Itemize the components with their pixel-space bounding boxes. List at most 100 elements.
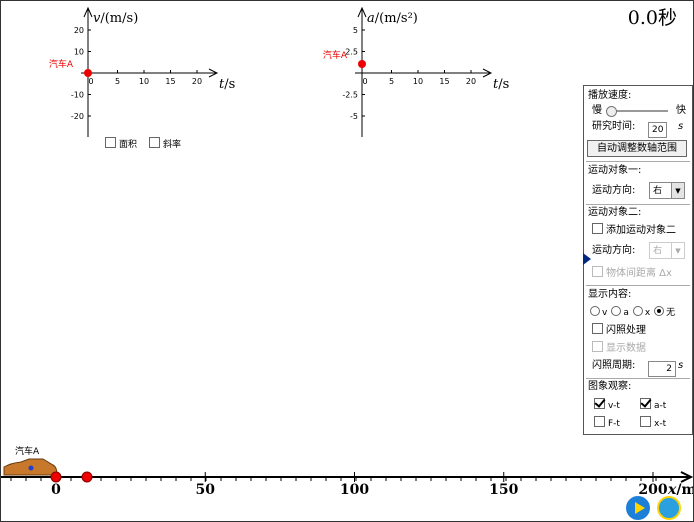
add-object2[interactable]: 添加运动对象二 xyxy=(592,223,676,238)
car-marker xyxy=(28,465,34,471)
direction1-select[interactable]: 右 ▼ xyxy=(649,182,685,199)
period-label: 闪照周期: xyxy=(592,360,636,371)
time-unit: s xyxy=(678,121,684,132)
y-unit: /(m/s²) xyxy=(375,11,418,26)
x-tick-label: 5 xyxy=(389,77,394,86)
y-tick-label: -10 xyxy=(71,91,84,100)
speed-label: 播放速度: xyxy=(588,90,632,101)
y-tick-label: 2.5 xyxy=(345,48,358,57)
display-option-label: v xyxy=(602,308,608,318)
track-tick-label: 50 xyxy=(196,482,216,498)
display-option-label: 无 xyxy=(666,308,676,318)
track-tick-label: 100 xyxy=(340,482,369,498)
add-object2-label: 添加运动对象二 xyxy=(606,225,676,236)
x-arrow xyxy=(482,68,493,78)
radio xyxy=(632,306,643,316)
x-arrow xyxy=(208,68,219,78)
slope-label: 斜率 xyxy=(163,140,182,150)
x-tick-label: 15 xyxy=(165,77,175,86)
y-tick-label: -2.5 xyxy=(342,91,358,100)
x-tick-label: 20 xyxy=(192,77,202,86)
y-tick-label: -5 xyxy=(350,112,358,121)
flash-label: 闪照处理 xyxy=(606,325,646,336)
checkbox xyxy=(640,398,651,409)
x-tick-label: 15 xyxy=(439,77,449,86)
y-tick-label: 5 xyxy=(353,26,358,35)
slope-option[interactable]: 斜率 xyxy=(149,137,181,150)
track-arrow xyxy=(680,471,693,483)
observe-label: 图象观察: xyxy=(588,381,632,392)
y-tick-label: 10 xyxy=(74,48,84,57)
x-unit: /m xyxy=(676,482,693,498)
period-input[interactable]: 2 xyxy=(648,361,676,377)
x-tick-label: 0 xyxy=(362,77,367,86)
direction2-label: 运动方向: xyxy=(592,245,636,256)
x-tick-label: 5 xyxy=(115,77,120,86)
object-point xyxy=(84,69,92,77)
radio xyxy=(590,306,600,316)
y-tick-label: -20 xyxy=(71,112,84,121)
radio xyxy=(611,306,622,316)
x-unit: /s xyxy=(224,77,235,92)
y-axis-label: v/(m/s) xyxy=(93,11,138,26)
display-option[interactable]: v xyxy=(590,306,608,318)
object-label: 汽车A xyxy=(323,49,348,61)
panel-toggle[interactable] xyxy=(583,253,591,265)
slow-label: 慢 xyxy=(592,105,602,116)
play-button[interactable] xyxy=(626,496,650,520)
car-position xyxy=(50,471,62,483)
track-tick-label: 0 xyxy=(51,482,61,498)
distance-label: 物体间距离 Δx xyxy=(606,268,672,279)
display-option[interactable]: a xyxy=(611,306,629,318)
fast-label: 快 xyxy=(676,105,686,116)
auto-axis-button[interactable]: 自动调整数轴范围 xyxy=(587,140,687,157)
area-option[interactable]: 面积 xyxy=(105,137,137,150)
x-var: t xyxy=(219,77,225,92)
x-unit: /s xyxy=(498,77,509,92)
reset-button[interactable] xyxy=(657,496,681,520)
x-var: t xyxy=(493,77,499,92)
distance-option: 物体间距离 Δx xyxy=(592,266,672,281)
x-tick-label: 20 xyxy=(466,77,476,86)
checkbox xyxy=(594,416,605,427)
direction1-value: 右 xyxy=(653,186,663,196)
y-arrow xyxy=(357,6,367,18)
x-tick-label: 0 xyxy=(88,77,93,86)
object1-label: 运动对象一: xyxy=(588,165,642,176)
area-label: 面积 xyxy=(119,140,138,150)
object-label: 汽车A xyxy=(49,58,74,70)
y-var: v xyxy=(93,11,101,26)
direction2-select: 右 ▼ xyxy=(649,242,685,259)
timer: 0.0秒 xyxy=(627,7,677,29)
observe-option-label: v-t xyxy=(608,401,620,411)
display-option-label: x xyxy=(644,308,651,318)
x-axis-label: t/s xyxy=(219,77,235,92)
object2-label: 运动对象二: xyxy=(588,207,642,218)
object-point xyxy=(358,60,366,68)
display-option[interactable]: x xyxy=(632,306,651,318)
y-unit: /(m/s) xyxy=(100,11,138,26)
display-option[interactable]: 无 xyxy=(654,306,676,318)
flash-option[interactable]: 闪照处理 xyxy=(592,323,646,338)
show-data-label: 显示数据 xyxy=(606,343,646,354)
observe-option[interactable]: x-t xyxy=(640,416,666,431)
time-input[interactable]: 20 xyxy=(648,122,668,138)
observe-option-label: F-t xyxy=(608,419,620,429)
x-tick-label: 10 xyxy=(413,77,423,86)
y-arrow xyxy=(83,6,93,18)
y-tick-label: 20 xyxy=(74,26,84,35)
checkbox xyxy=(640,416,651,427)
observe-option[interactable]: v-t xyxy=(594,398,620,413)
observe-option-label: a-t xyxy=(654,401,667,411)
y-axis-label: a/(m/s²) xyxy=(367,11,418,26)
speed-slider[interactable] xyxy=(606,106,668,117)
observe-option[interactable]: a-t xyxy=(640,398,666,413)
observe-option-label: x-t xyxy=(654,419,667,429)
observe-option[interactable]: F-t xyxy=(594,416,620,431)
direction2-value: 右 xyxy=(653,246,663,256)
display-option-label: a xyxy=(623,308,629,318)
x-axis-label: t/s xyxy=(493,77,509,92)
